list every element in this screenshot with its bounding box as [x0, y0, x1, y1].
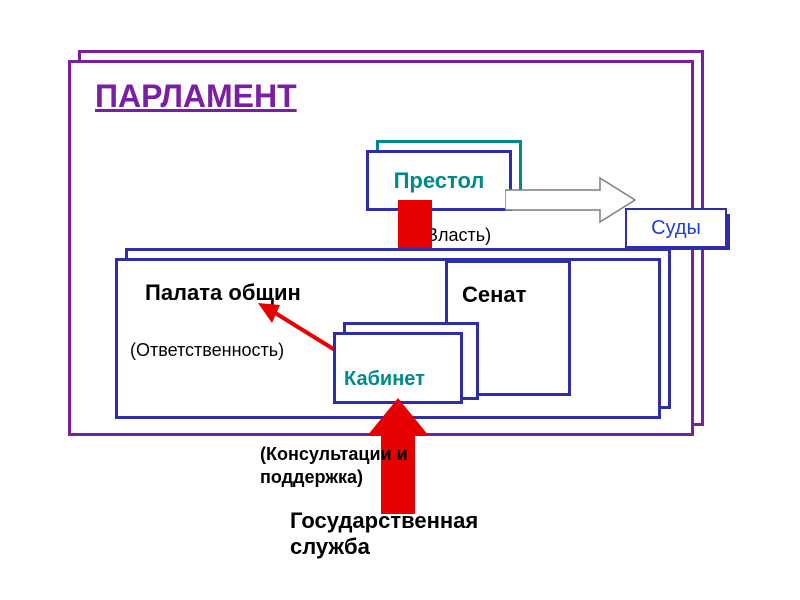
senate-label: Сенат — [462, 282, 526, 308]
consult-label: (Консультации и поддержка) — [260, 443, 440, 488]
throne-label: Престол — [394, 168, 485, 194]
cabinet-box: Кабинет — [333, 332, 463, 404]
courts-label: Суды — [651, 217, 701, 240]
diagram-title: ПАРЛАМЕНТ — [95, 78, 297, 115]
gov-service-label: Государственная служба — [290, 508, 530, 561]
arrow-to-courts-icon — [505, 176, 640, 224]
arrow-diag-icon — [250, 295, 345, 360]
cabinet-label: Кабинет — [344, 368, 425, 391]
courts-box: Суды — [625, 208, 727, 248]
